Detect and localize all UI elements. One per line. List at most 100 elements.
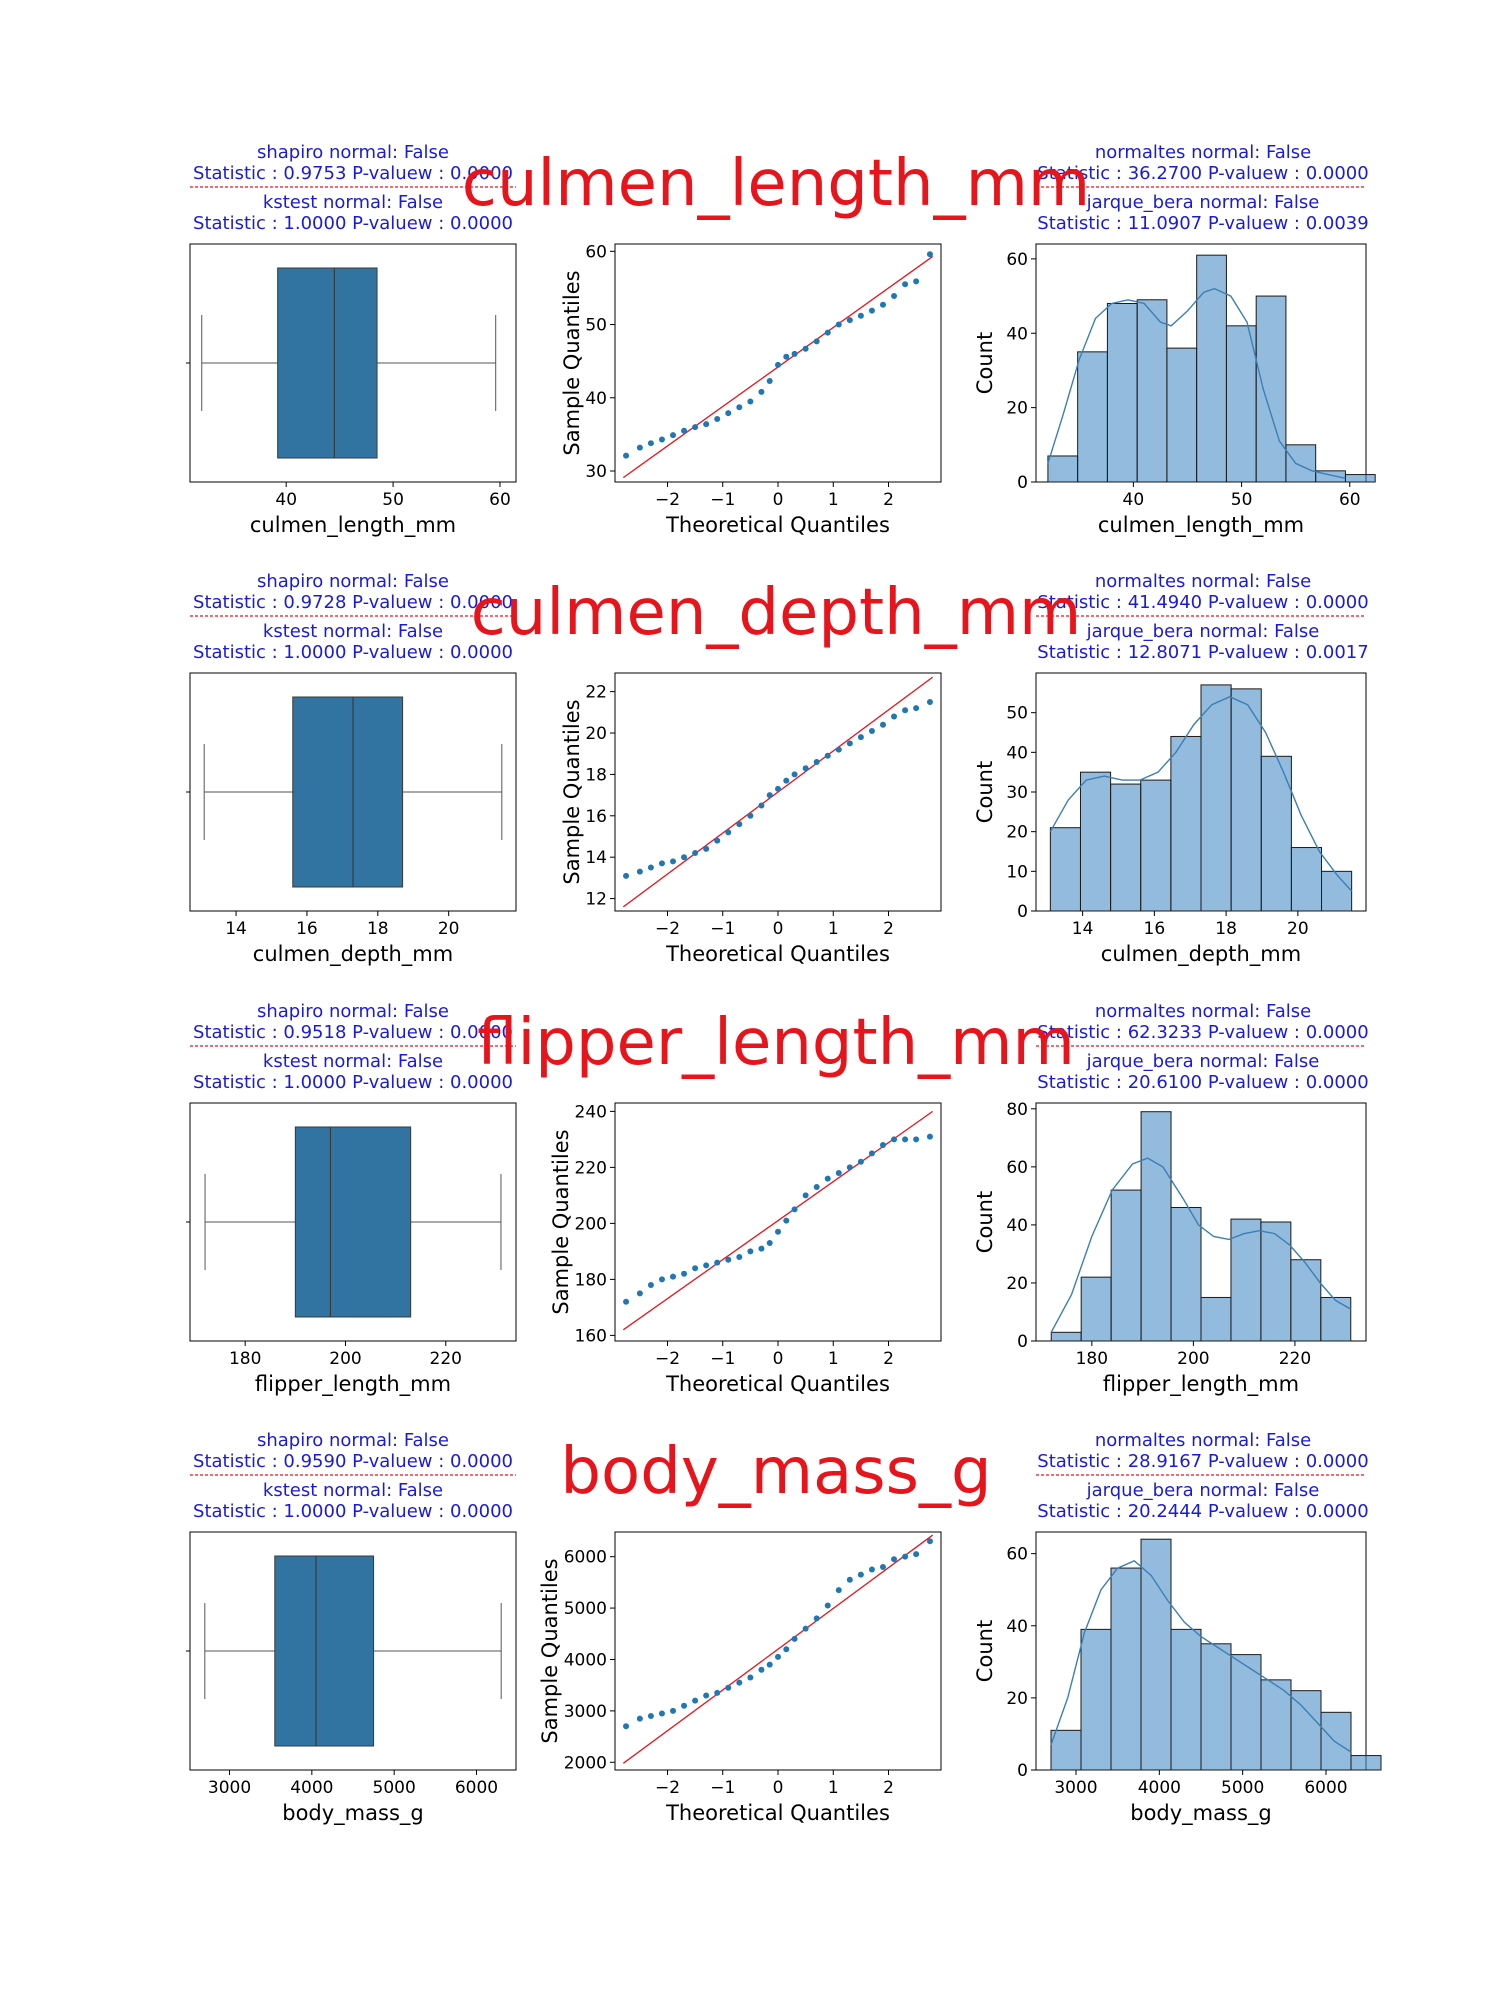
qqplot-point: [791, 1206, 798, 1213]
qqplot-point: [681, 1270, 688, 1277]
histogram-xlabel: body_mass_g: [1130, 1801, 1271, 1826]
boxplot-xtick-label: 60: [489, 490, 511, 510]
kstest-stats: Statistic : 1.0000 P-valuew : 0.0000: [193, 642, 513, 663]
boxplot-panel: 180 200 220 flipper_length_mm: [186, 1102, 517, 1397]
qqplot-xtick-label: 0: [773, 919, 784, 939]
histogram-panel: 180 200 220 0 20 40 60 80 flipper_length_mm Count: [973, 1100, 1367, 1397]
qqplot-point: [891, 1556, 898, 1563]
kstest-title: kstest normal: False: [263, 192, 443, 213]
boxplot-xlabel: culmen_length_mm: [250, 513, 456, 538]
histogram-ytick-label: 20: [1006, 823, 1028, 843]
qqplot-xtick-label: 0: [773, 490, 784, 510]
histogram-bar: [1285, 444, 1317, 483]
histogram-bar: [1140, 779, 1172, 912]
qqplot-point: [658, 1276, 665, 1283]
qqplot-point: [813, 758, 820, 765]
histogram-bar: [1200, 684, 1232, 912]
qqplot-point: [703, 1262, 710, 1269]
histogram-ytick-label: 60: [1006, 250, 1028, 270]
histogram-bar: [1255, 295, 1287, 483]
jarque-bera-title: jarque_bera normal: False: [1086, 621, 1320, 642]
qqplot-point: [902, 1136, 909, 1143]
qqplot-point: [913, 1551, 920, 1558]
qqplot-point: [857, 1158, 864, 1165]
qqplot-xlabel: Theoretical Quantiles: [665, 513, 890, 537]
qqplot-point: [802, 765, 809, 772]
normaltes-title: normaltes normal: False: [1095, 571, 1311, 592]
qqplot-point: [658, 1710, 665, 1717]
qqplot-point: [791, 1635, 798, 1642]
qqplot-point: [813, 1184, 820, 1190]
histogram-ytick-label: 50: [1006, 704, 1028, 724]
qqplot-xtick-label: 2: [883, 1778, 894, 1798]
qqplot-point: [714, 1259, 721, 1266]
histogram-ytick-label: 0: [1017, 1332, 1028, 1352]
qqplot-point: [846, 1164, 853, 1171]
qqplot-point: [681, 1702, 688, 1709]
histogram-xtick-label: 60: [1339, 490, 1361, 510]
histogram-bar: [1166, 347, 1198, 483]
qqplot-reference-line: [622, 1534, 934, 1764]
histogram-bar: [1170, 735, 1202, 912]
shapiro-title: shapiro normal: False: [257, 142, 449, 163]
qqplot-ytick-label: 240: [575, 1102, 607, 1122]
boxplot-xtick-label: 6000: [455, 1778, 498, 1798]
histogram-bar: [1230, 688, 1262, 912]
qqplot-point: [926, 1538, 933, 1545]
qqplot-point: [703, 421, 710, 428]
qqplot-reference-line: [622, 1110, 934, 1331]
boxplot-xlabel: flipper_length_mm: [255, 1372, 451, 1397]
qqplot-point: [926, 1133, 933, 1140]
histogram-xtick-label: 50: [1231, 490, 1253, 510]
qqplot-xtick-label: 2: [883, 919, 894, 939]
qqplot-point: [636, 868, 643, 875]
qqplot-point: [766, 1240, 773, 1246]
qqplot-point: [758, 1245, 765, 1252]
qqplot-point: [791, 771, 798, 778]
histogram-bar: [1170, 1628, 1202, 1771]
histogram-kde-line: [1049, 696, 1353, 892]
histogram-xtick-label: 200: [1177, 1349, 1209, 1369]
qqplot-point: [670, 432, 677, 439]
qqplot-point: [725, 1256, 732, 1263]
normaltes-stats: Statistic : 28.9167 P-valuew : 0.0000: [1037, 1451, 1368, 1472]
qqplot-point: [802, 345, 809, 352]
boxplot-xtick-label: 50: [382, 490, 404, 510]
qqplot-ytick-label: 220: [575, 1158, 607, 1178]
histogram-bar: [1110, 783, 1142, 912]
qqplot-ytick-label: 50: [585, 316, 607, 336]
boxplot-xtick-label: 20: [438, 919, 460, 939]
boxplot-panel: 40 50 60 culmen_length_mm: [186, 243, 517, 538]
qqplot-xtick-label: 1: [828, 490, 839, 510]
qqplot-point: [647, 1713, 654, 1720]
histogram-xtick-label: 40: [1123, 490, 1145, 510]
histogram-xtick-label: 16: [1144, 919, 1166, 939]
qqplot-point: [902, 707, 909, 714]
shapiro-stats: Statistic : 0.9518 P-valuew : 0.0000: [193, 1022, 513, 1043]
histogram-bar: [1140, 1111, 1172, 1342]
qqplot-point: [692, 850, 699, 857]
histogram-panel: 40 50 60 0 20 40 60 culmen_length_mm Count: [973, 243, 1376, 538]
qqplot-point: [747, 1674, 754, 1681]
qqplot-xlabel: Theoretical Quantiles: [665, 1801, 890, 1825]
boxplot-box: [292, 696, 404, 888]
kstest-stats: Statistic : 1.0000 P-valuew : 0.0000: [193, 213, 513, 234]
qqplot-point: [783, 777, 790, 784]
qqplot-reference-line: [622, 676, 934, 908]
boxplot-panel: 3000 4000 5000 6000 body_mass_g: [186, 1531, 517, 1826]
qqplot-point: [835, 746, 842, 753]
qqplot-point: [868, 1566, 875, 1573]
histogram-bar: [1320, 1711, 1352, 1771]
qqplot-point: [913, 278, 920, 285]
qqplot-ytick-label: 200: [575, 1214, 607, 1234]
qqplot-xtick-label: −2: [655, 1778, 680, 1798]
qqplot-ytick-label: 180: [575, 1270, 607, 1290]
qqplot-ytick-label: 20: [585, 724, 607, 744]
qqplot-xtick-label: −2: [655, 919, 680, 939]
histogram-bar: [1110, 1567, 1142, 1771]
